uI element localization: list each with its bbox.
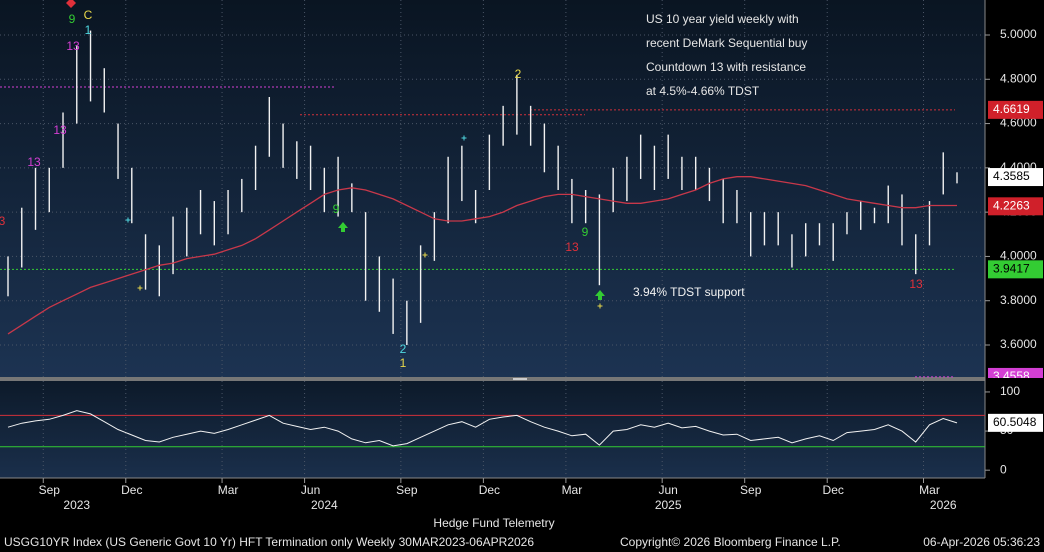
- x-tick-label: Dec: [121, 483, 142, 497]
- price-tag: [988, 100, 1043, 119]
- x-year-label: 2026: [930, 498, 957, 512]
- x-tick-label: Mar: [562, 483, 583, 497]
- x-year-label: 2023: [63, 498, 90, 512]
- price-tag-label: 60.5048: [993, 415, 1037, 429]
- plus-marker: [137, 285, 143, 291]
- footer-copyright: Copyright© 2026 Bloomberg Finance L.P.: [620, 535, 841, 549]
- price-tag: [988, 197, 1043, 216]
- title-line: at 4.5%-4.66% TDST: [646, 84, 760, 98]
- annotation: 2: [400, 342, 407, 356]
- lower-panel: [0, 381, 985, 478]
- title-line: Countdown 13 with resistance: [646, 60, 806, 74]
- footer-timestamp: 06-Apr-2026 05:36:23: [923, 535, 1040, 549]
- x-year-label: 2024: [311, 498, 338, 512]
- price-tag-label: 4.3585: [993, 169, 1030, 183]
- annotation: 13: [66, 39, 80, 53]
- annotation: 13: [27, 155, 41, 169]
- lower-plot-area: [0, 381, 985, 478]
- y-tick-label: 4.0000: [1000, 249, 1037, 263]
- title-line: recent DeMark Sequential buy: [646, 36, 807, 50]
- annotation: 1: [85, 23, 92, 37]
- y-tick-label: 3.6000: [1000, 337, 1037, 351]
- x-tick-label: Mar: [218, 483, 239, 497]
- oscillator-line: [7, 410, 958, 447]
- price-tag: [988, 413, 1043, 432]
- x-tick-label: Sep: [396, 483, 418, 497]
- annotation: 9: [333, 202, 340, 216]
- y-tick-label: 5.0000: [1000, 27, 1037, 41]
- plus-marker: [422, 252, 428, 258]
- annotation: 1: [400, 356, 407, 370]
- y-tick-label: 4.6000: [1000, 116, 1037, 130]
- title-line: US 10 year yield weekly with: [646, 12, 799, 26]
- demark-diamond: [66, 0, 76, 8]
- separator-handle: [513, 378, 527, 380]
- y-tick-label: 0: [1000, 462, 1007, 476]
- x-tick-label: Jun: [658, 483, 677, 497]
- tags: 4.6619 4.3585 4.2263 3.9417 3.4558: [988, 100, 1043, 383]
- x-year-label: 2025: [655, 498, 682, 512]
- upper-plot-area: [0, 0, 985, 378]
- panel-separator: [0, 377, 985, 381]
- price-tag-label: 3.9417: [993, 262, 1030, 276]
- annotation: 13: [909, 277, 923, 291]
- price-tag: [988, 168, 1043, 187]
- x-tick-label: Mar: [919, 483, 940, 497]
- annotations: US 10 year yield weekly with recent DeMa…: [0, 0, 923, 370]
- moving-average: [7, 176, 957, 335]
- y-tick-label: 3.8000: [1000, 293, 1037, 307]
- plus-marker: [461, 135, 467, 141]
- price-tag: [988, 260, 1043, 279]
- annotation: 3.94% TDST support: [633, 285, 745, 299]
- annotation: 2: [515, 67, 522, 81]
- annotation: 3: [0, 214, 6, 228]
- x-tick-label: Jun: [301, 483, 320, 497]
- price-tag-label: 4.2263: [993, 198, 1030, 212]
- annotation: 9: [69, 12, 76, 26]
- y-tick-label: 100: [1000, 384, 1020, 398]
- price-tag-label: 4.6619: [993, 102, 1030, 116]
- footer-center: Hedge Fund Telemetry: [433, 516, 554, 530]
- annotation: 13: [53, 123, 67, 137]
- annotation: C: [84, 8, 93, 22]
- x-tick-label: Dec: [823, 483, 844, 497]
- plus-marker: [597, 303, 603, 309]
- x-tick-label: Sep: [740, 483, 762, 497]
- buy-arrow: [595, 290, 605, 300]
- x-tick-label: Dec: [479, 483, 500, 497]
- buy-arrow: [338, 222, 348, 232]
- annotation: 13: [565, 240, 579, 254]
- price-tag-label: 3.4558: [993, 369, 1030, 383]
- upper-panel: [0, 0, 985, 378]
- footer-left: USGG10YR Index (US Generic Govt 10 Yr) H…: [4, 535, 534, 549]
- plus-marker: [125, 217, 131, 223]
- y-tick-label: 4.8000: [1000, 71, 1037, 85]
- x-tick-label: Sep: [39, 483, 61, 497]
- annotation: 9: [582, 225, 589, 239]
- price-tag: [988, 367, 1043, 378]
